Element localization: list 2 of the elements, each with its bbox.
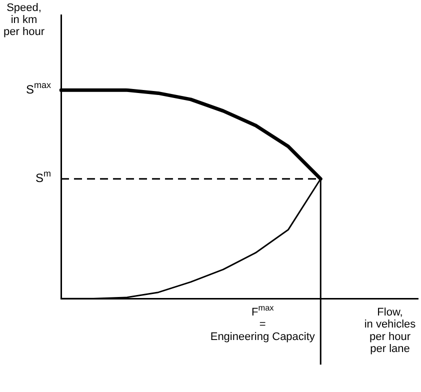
y-axis-title: Speed, in km per hour	[4, 2, 45, 38]
x-axis-title: Flow, in vehicles per hour per lane	[364, 306, 416, 355]
